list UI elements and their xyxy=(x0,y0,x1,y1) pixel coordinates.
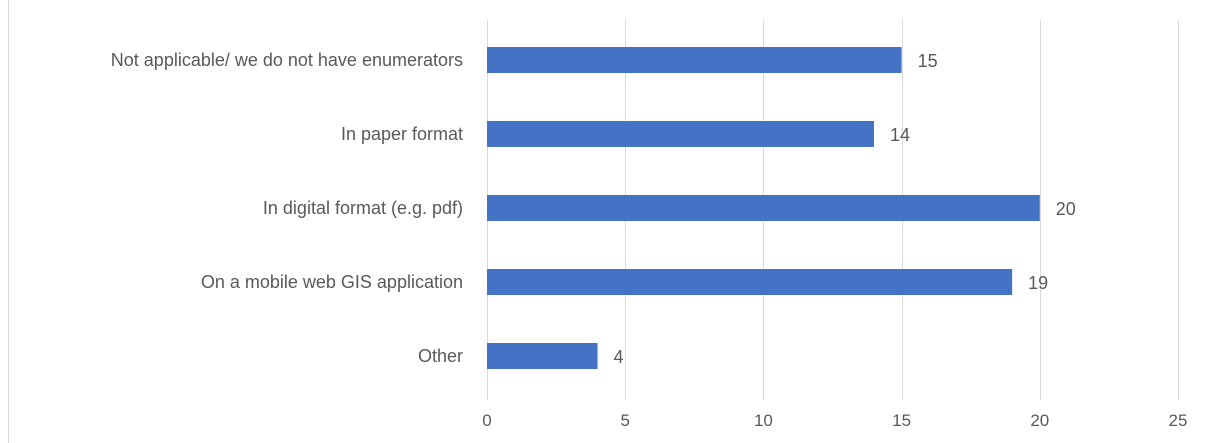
data-label-1: 14 xyxy=(890,125,910,145)
bar-2 xyxy=(487,195,1040,221)
category-label-3: On a mobile web GIS application xyxy=(201,272,463,292)
x-tick-label-0: 0 xyxy=(482,411,491,430)
data-label-0: 15 xyxy=(918,51,938,71)
bar-1 xyxy=(487,121,874,147)
data-label-2: 20 xyxy=(1056,199,1076,219)
x-tick-label-10: 10 xyxy=(754,411,773,430)
data-label-4: 4 xyxy=(614,347,624,367)
category-label-2: In digital format (e.g. pdf) xyxy=(263,198,463,218)
x-tick-label-20: 20 xyxy=(1030,411,1049,430)
bar-3 xyxy=(487,269,1013,295)
x-tick-label-25: 25 xyxy=(1169,411,1188,430)
x-tick-label-5: 5 xyxy=(620,411,629,430)
x-tick-label-15: 15 xyxy=(892,411,911,430)
category-label-0: Not applicable/ we do not have enumerato… xyxy=(111,50,463,70)
category-label-1: In paper format xyxy=(341,124,463,144)
data-label-3: 19 xyxy=(1028,273,1048,293)
bar-0 xyxy=(487,47,902,73)
bar-4 xyxy=(487,343,598,369)
category-label-4: Other xyxy=(418,346,463,366)
